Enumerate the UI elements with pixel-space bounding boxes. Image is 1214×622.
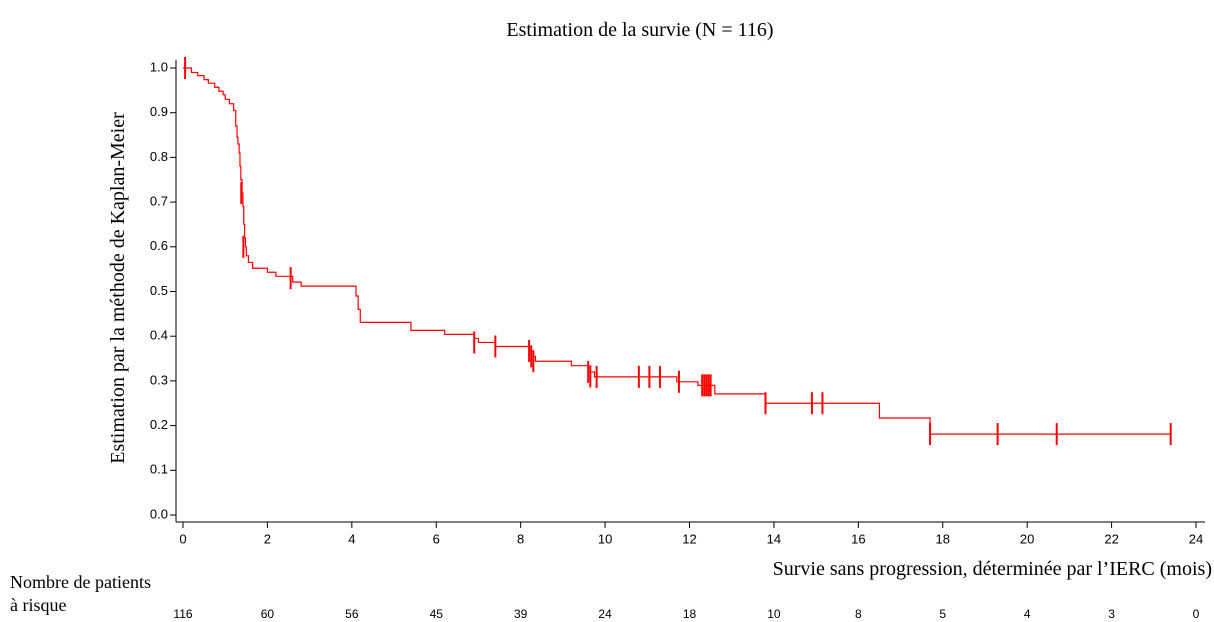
chart-title: Estimation de la survie (N = 116) — [506, 19, 773, 41]
y-tick-label: 0.1 — [150, 462, 168, 477]
at-risk-count: 18 — [683, 607, 697, 621]
y-tick-label: 0.8 — [150, 149, 168, 164]
at-risk-count: 4 — [1024, 607, 1031, 621]
x-tick-label: 8 — [517, 531, 524, 546]
x-tick-label: 10 — [598, 531, 612, 546]
at-risk-count: 5 — [939, 607, 946, 621]
y-tick-label: 0.2 — [150, 417, 168, 432]
at-risk-count: 45 — [430, 607, 444, 621]
at-risk-count: 116 — [173, 607, 192, 621]
x-tick-label: 18 — [936, 531, 950, 546]
at-risk-count: 0 — [1193, 607, 1200, 621]
at-risk-count: 39 — [514, 607, 528, 621]
at-risk-count: 10 — [767, 607, 781, 621]
y-tick-label: 1.0 — [150, 59, 168, 74]
y-tick-label: 0.5 — [150, 283, 168, 298]
y-axis-label: Estimation par la méthode de Kaplan-Meie… — [107, 112, 129, 464]
y-tick-label: 0.9 — [150, 104, 168, 119]
x-tick-label: 6 — [433, 531, 440, 546]
at-risk-count: 24 — [598, 607, 612, 621]
y-tick-label: 0.4 — [150, 328, 168, 343]
x-tick-label: 20 — [1020, 531, 1034, 546]
at-risk-count: 60 — [261, 607, 275, 621]
x-tick-label: 12 — [682, 531, 696, 546]
x-tick-label: 22 — [1104, 531, 1118, 546]
y-tick-label: 0.7 — [150, 194, 168, 209]
y-tick-label: 0.6 — [150, 238, 168, 253]
survival-curve — [183, 67, 1171, 435]
x-axis-label: Survie sans progression, déterminée par … — [773, 558, 1212, 580]
x-tick-label: 14 — [767, 531, 781, 546]
at-risk-label: à risque — [10, 595, 66, 615]
x-tick-label: 2 — [264, 531, 271, 546]
at-risk-count: 3 — [1108, 607, 1115, 621]
y-tick-label: 0.3 — [150, 372, 168, 387]
x-tick-label: 16 — [851, 531, 865, 546]
at-risk-count: 8 — [855, 607, 862, 621]
x-tick-label: 4 — [348, 531, 355, 546]
at-risk-count: 56 — [345, 607, 359, 621]
x-tick-label: 24 — [1189, 531, 1203, 546]
at-risk-label: Nombre de patients — [10, 572, 151, 592]
y-tick-label: 0.0 — [150, 506, 168, 521]
x-tick-label: 0 — [179, 531, 186, 546]
